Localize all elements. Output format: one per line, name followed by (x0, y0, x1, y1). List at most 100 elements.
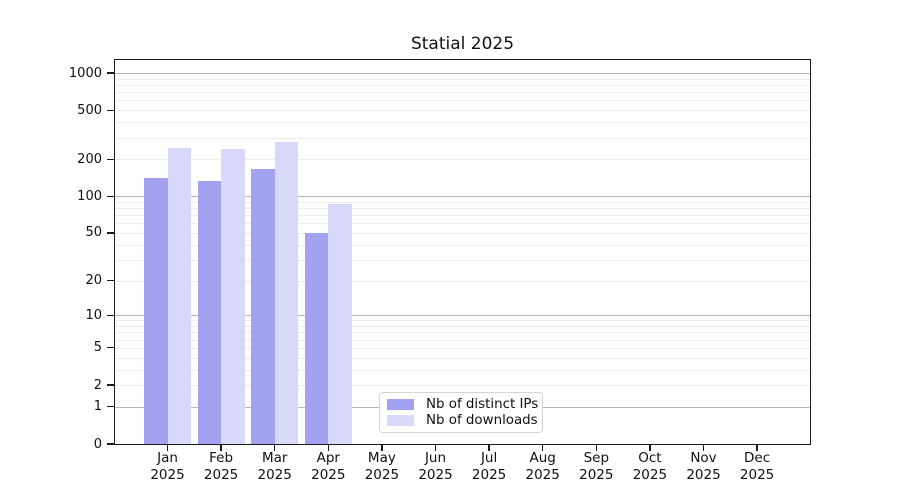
x-tick-year: 2025 (418, 467, 453, 483)
bar-downloads-mar (274, 142, 299, 444)
x-tick-year: 2025 (203, 467, 239, 483)
x-tick-label-oct: Oct 2025 (610, 450, 690, 484)
y-tick-mark (106, 279, 115, 282)
grid-line-minor (115, 332, 810, 334)
x-tick-mark (756, 445, 758, 451)
grid-line-minor (115, 357, 810, 359)
x-tick-label-nov: Nov 2025 (664, 450, 744, 484)
x-tick-year: 2025 (525, 467, 560, 483)
grid-line-minor (115, 137, 810, 139)
x-tick-label-may: May 2025 (342, 450, 422, 484)
x-tick-year: 2025 (311, 467, 346, 483)
bar-distinct-ips-jan (144, 178, 168, 444)
y-tick-mark (106, 384, 115, 386)
x-tick-label-sep: Sep 2025 (556, 450, 636, 484)
legend-swatch-distinct-ips (387, 398, 414, 410)
x-tick-year: 2025 (150, 467, 185, 483)
grid-line-minor (115, 369, 810, 371)
y-tick-label: 10 (85, 307, 102, 323)
y-tick-mark (106, 443, 115, 445)
y-tick-label: 1 (93, 399, 102, 415)
x-tick-year: 2025 (632, 467, 668, 483)
x-tick-mark (381, 445, 383, 451)
y-tick-label: 500 (77, 102, 102, 118)
y-tick-label: 0 (93, 436, 102, 452)
grid-line-minor (115, 100, 810, 102)
legend-label-downloads: Nb of downloads (426, 413, 538, 429)
x-tick-mark (166, 445, 169, 451)
x-tick-mark (220, 445, 222, 451)
x-tick-year: 2025 (364, 467, 400, 483)
bar-distinct-ips-mar (251, 169, 275, 444)
grid-line-minor (115, 280, 810, 282)
grid-line-minor (115, 84, 810, 86)
grid-line-minor (115, 339, 810, 341)
y-tick-mark (106, 406, 115, 408)
grid-line-minor (115, 78, 810, 80)
grid-line-minor (115, 347, 810, 349)
x-tick-label-jun: Jun 2025 (396, 450, 476, 484)
grid-line-minor (115, 201, 810, 203)
x-tick-year: 2025 (471, 467, 507, 483)
grid-line-minor (115, 320, 810, 322)
x-tick-mark (649, 445, 651, 451)
grid-line-major (115, 73, 810, 74)
y-tick-mark (106, 109, 115, 111)
y-tick-mark (106, 347, 115, 349)
chart-title: Statial 2025 (410, 34, 515, 54)
x-axis-spine-bottom (113, 443, 812, 446)
grid-line-minor (115, 232, 810, 234)
legend-item-distinct-ips: Nb of distinct IPs (387, 397, 542, 412)
grid-line-major (115, 196, 810, 198)
grid-line-minor (115, 259, 810, 261)
y-tick-mark (106, 72, 115, 74)
y-tick-mark (106, 195, 115, 197)
y-tick-label: 5 (93, 340, 102, 356)
x-tick-year: 2025 (739, 467, 775, 483)
x-tick-mark (327, 445, 329, 451)
x-tick-label-dec: Dec 2025 (717, 450, 797, 484)
y-axis-spine-right (809, 58, 812, 446)
y-tick-mark (106, 232, 115, 234)
x-tick-year: 2025 (686, 467, 721, 483)
grid-line-minor (115, 244, 810, 246)
bar-downloads-feb (221, 149, 245, 444)
y-tick-label: 100 (77, 188, 102, 204)
legend: Nb of distinct IPs Nb of downloads (379, 392, 543, 433)
x-tick-label-jan: Jan 2025 (128, 450, 208, 484)
y-tick-label: 2 (93, 377, 102, 393)
legend-swatch-downloads (387, 415, 414, 427)
grid-line-minor (115, 208, 810, 210)
grid-line-minor (115, 215, 810, 217)
plot-area (115, 60, 810, 444)
legend-item-downloads: Nb of downloads (387, 413, 542, 428)
grid-line-major (115, 315, 810, 317)
grid-line-minor (115, 385, 810, 386)
bar-distinct-ips-apr (304, 232, 329, 444)
x-tick-mark (702, 445, 705, 451)
y-axis-spine-left (113, 58, 116, 446)
y-tick-mark (106, 314, 115, 316)
y-tick-label: 1000 (68, 65, 102, 81)
x-tick-label-feb: Feb 2025 (181, 450, 261, 484)
grid-line-minor (115, 110, 810, 112)
x-tick-mark (488, 445, 490, 451)
grid-line-minor (115, 159, 810, 161)
x-tick-mark (274, 445, 276, 451)
bar-distinct-ips-feb (197, 181, 222, 444)
y-tick-mark (106, 158, 115, 160)
legend-label-distinct-ips: Nb of distinct IPs (426, 396, 539, 412)
x-tick-year: 2025 (257, 467, 292, 483)
x-tick-label-apr: Apr 2025 (288, 450, 368, 484)
x-tick-label-mar: Mar 2025 (235, 450, 315, 484)
grid-line-minor (115, 326, 810, 327)
x-tick-label-jul: Jul 2025 (449, 450, 529, 484)
y-tick-label: 20 (85, 273, 102, 288)
bar-downloads-jan (167, 148, 191, 444)
grid-line-minor (115, 223, 810, 225)
grid-line-minor (115, 122, 810, 124)
bar-downloads-apr (328, 204, 352, 444)
x-axis-spine-top (113, 58, 812, 61)
x-tick-mark (434, 445, 437, 451)
